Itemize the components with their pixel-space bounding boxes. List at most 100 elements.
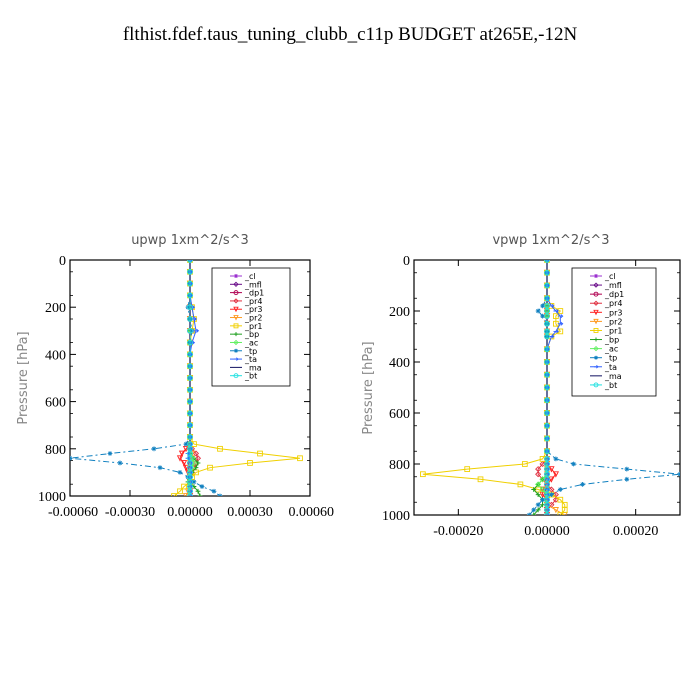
legend-marker bbox=[233, 315, 239, 321]
data-point-pr1 bbox=[217, 445, 223, 452]
legend-item-cl: _cl bbox=[230, 272, 256, 281]
x-tick-label: -0.00060 bbox=[48, 505, 98, 520]
legend-label: _tp bbox=[244, 347, 257, 356]
data-point-tp bbox=[553, 456, 559, 462]
data-point-bt bbox=[544, 320, 550, 327]
x-tick-label: 0.00030 bbox=[227, 505, 273, 520]
legend-marker bbox=[233, 298, 239, 304]
data-point-pr3 bbox=[548, 476, 555, 483]
data-point-bt bbox=[187, 386, 193, 393]
y-tick-label: 1000 bbox=[382, 509, 410, 524]
data-point-tp bbox=[177, 470, 183, 475]
legend-label: _mfl bbox=[244, 280, 262, 289]
data-point-bt bbox=[187, 410, 193, 417]
legend-marker bbox=[234, 357, 239, 361]
data-point-pr1 bbox=[464, 466, 471, 472]
data-point-pr3 bbox=[178, 450, 186, 457]
data-point-pr2 bbox=[552, 507, 559, 514]
legend-marker bbox=[593, 318, 599, 325]
data-point-bt bbox=[544, 448, 550, 455]
data-point-tp bbox=[677, 471, 680, 477]
data-point-bt bbox=[187, 493, 193, 496]
y-tick-label: 0 bbox=[59, 254, 66, 269]
data-point-tp bbox=[191, 479, 197, 485]
legend-item-ma: _ma bbox=[590, 372, 622, 381]
legend-label: _bp bbox=[244, 330, 259, 339]
vpwp-y-axis-label: Pressure [hPa] bbox=[361, 341, 376, 434]
data-point-bt bbox=[544, 346, 550, 353]
legend-marker bbox=[594, 355, 598, 360]
data-point-pr1 bbox=[561, 507, 568, 513]
legend-label: _dp1 bbox=[604, 290, 624, 299]
legend-box bbox=[211, 267, 291, 387]
data-point-pr1 bbox=[557, 512, 564, 515]
data-point-tp bbox=[531, 507, 537, 513]
data-point-bp bbox=[535, 507, 541, 513]
legend-marker bbox=[593, 382, 599, 388]
data-point-pr2 bbox=[182, 493, 190, 496]
legend-item-pr4: _pr4 bbox=[590, 299, 622, 308]
data-point-pr1 bbox=[257, 450, 263, 457]
data-point-bt bbox=[187, 375, 193, 381]
legend-label: _ta bbox=[244, 355, 257, 364]
data-point-pr4 bbox=[535, 471, 542, 478]
legend-marker bbox=[593, 291, 599, 297]
data-point-tp bbox=[540, 303, 545, 309]
legend-item-ta: _ta bbox=[590, 363, 617, 372]
legend-item-pr1: _pr1 bbox=[230, 322, 262, 331]
data-point-ac bbox=[535, 481, 542, 488]
x-tick-label: 0.00020 bbox=[613, 524, 659, 539]
legend-marker bbox=[233, 306, 239, 313]
data-point-tp bbox=[535, 308, 541, 314]
legend-marker bbox=[593, 300, 599, 306]
legend-item-pr3: _pr3 bbox=[590, 308, 622, 317]
data-point-pr3 bbox=[176, 455, 184, 462]
series-bt bbox=[544, 260, 550, 515]
legend-item-tp: _tp bbox=[590, 354, 617, 363]
legend-item-ma: _ma bbox=[230, 363, 262, 372]
data-point-tp bbox=[157, 465, 163, 471]
data-point-pr1 bbox=[477, 476, 484, 483]
data-point-pr1 bbox=[207, 464, 213, 471]
data-point-pr3 bbox=[552, 471, 559, 478]
data-point-tp bbox=[580, 482, 585, 487]
legend-label: _pr2 bbox=[244, 314, 262, 323]
data-point-bt bbox=[544, 333, 550, 340]
legend-label: _bt bbox=[244, 372, 257, 381]
data-point-tp bbox=[549, 492, 554, 497]
data-point-ta bbox=[544, 512, 551, 515]
vpwp-panel-title: vpwp 1xm^2/s^3 bbox=[492, 233, 609, 248]
legend-marker bbox=[593, 328, 599, 333]
data-point-tp bbox=[151, 446, 157, 452]
legend-label: _ta bbox=[604, 363, 617, 372]
data-point-ta bbox=[557, 314, 564, 319]
legend-label: _ac bbox=[604, 345, 618, 354]
legend-item-dp1: _dp1 bbox=[230, 289, 264, 298]
upwp-panel: upwp 1xm^2/s^3 Pressure [hPa] 0 200 400 600… bbox=[16, 233, 334, 520]
data-point-bt bbox=[187, 422, 193, 429]
legend-item-bt: _bt bbox=[590, 381, 617, 390]
legend-item-bt: _bt bbox=[230, 372, 257, 381]
data-point-bt bbox=[187, 316, 193, 322]
data-point-tp bbox=[535, 502, 541, 508]
data-point-bt bbox=[544, 371, 550, 378]
data-point-tp bbox=[199, 484, 205, 489]
data-point-ta bbox=[187, 493, 194, 496]
y-tick-label: 1000 bbox=[38, 490, 66, 505]
legend-label: _bp bbox=[604, 336, 619, 345]
data-point-bt bbox=[544, 269, 550, 276]
legend-label: _pr1 bbox=[604, 326, 622, 335]
series-bt bbox=[187, 260, 193, 496]
legend-marker bbox=[234, 348, 238, 353]
data-point-bt bbox=[544, 410, 550, 416]
data-point-bt bbox=[544, 422, 550, 429]
legend-marker bbox=[233, 339, 239, 346]
legend-item-bp: _bp bbox=[230, 330, 259, 339]
y-tick-label: 0 bbox=[403, 254, 410, 269]
legend-item-pr3: _pr3 bbox=[230, 305, 262, 314]
legend-marker bbox=[593, 282, 599, 288]
data-point-ta bbox=[553, 329, 559, 334]
legend-label: _pr3 bbox=[604, 308, 622, 317]
upwp-panel-title: upwp 1xm^2/s^3 bbox=[131, 233, 249, 248]
data-point-bt bbox=[544, 397, 550, 404]
